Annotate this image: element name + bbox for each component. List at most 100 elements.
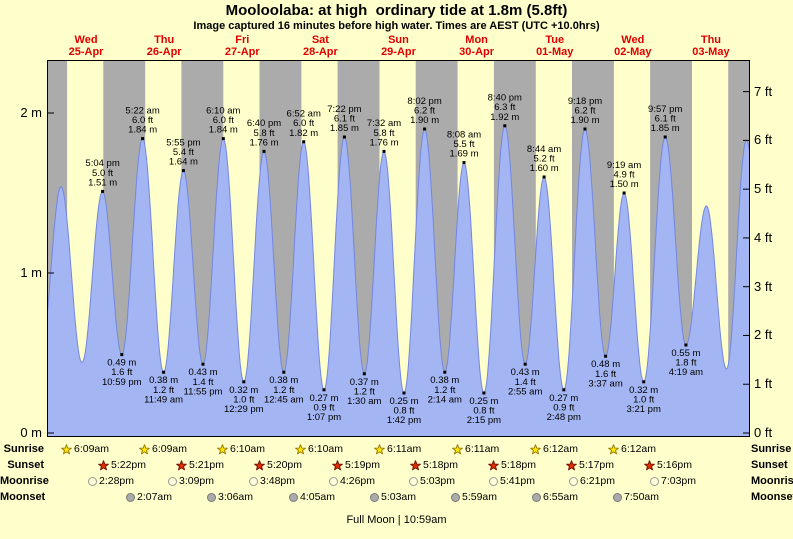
low-tide-label: 1.8 ft	[675, 358, 696, 369]
tide-point	[221, 137, 225, 141]
day-label-line: Thu	[700, 34, 722, 46]
high-tide-label: 6.0 ft	[293, 118, 314, 129]
high-tide-label: 8:44 am	[527, 144, 561, 155]
high-tide-label: 8:40 pm	[488, 93, 522, 104]
astro-row-label-moonset-right: Moonset	[751, 491, 793, 503]
low-tide-label: 1.4 ft	[515, 377, 536, 388]
moonset-icon	[451, 492, 460, 502]
tide-point	[402, 391, 406, 395]
sunrise-time: 6:10am	[230, 443, 266, 455]
high-tide-label: 1.90 m	[410, 115, 439, 126]
y-axis-label-m: 2 m	[20, 105, 42, 120]
low-tide-label: 1:42 pm	[387, 415, 421, 426]
moonrise-icon	[329, 476, 338, 486]
sunrise-event: 6:09am	[61, 442, 109, 456]
page-title: Mooloolaba: at high ordinary tide at 1.8…	[225, 2, 568, 19]
day-label-line: 26-Apr	[146, 46, 182, 58]
low-tide-label: 0.27 m	[309, 393, 338, 404]
low-tide-label: 0.55 m	[671, 348, 700, 359]
tide-point	[262, 149, 266, 153]
y-axis-label-ft: 3 ft	[754, 278, 773, 294]
tide-area	[47, 125, 750, 437]
tide-point	[642, 380, 646, 384]
tide-point	[242, 380, 246, 384]
high-tide-label: 1.60 m	[530, 163, 559, 174]
tide-point	[622, 191, 626, 195]
moonrise-icon	[650, 476, 659, 486]
moonset-event: 5:03am	[370, 490, 416, 504]
high-tide-label: 1.84 m	[209, 125, 238, 136]
low-tide-label: 0.38 m	[430, 375, 459, 386]
moonset-time: 5:03am	[381, 491, 417, 503]
sunset-event: 5:18pm	[488, 458, 536, 472]
day-label-line: Sun	[388, 34, 409, 46]
high-tide-label: 6.2 ft	[414, 105, 435, 116]
high-tide-label: 6.3 ft	[494, 102, 515, 113]
day-label: Wed 02-May	[594, 34, 672, 58]
sunset-star-icon	[410, 459, 421, 470]
day-label-line: 01-May	[536, 46, 574, 58]
low-tide-label: 0.43 m	[511, 367, 540, 378]
day-label: Thu 26-Apr	[125, 34, 203, 58]
low-tide-label: 1:07 pm	[307, 412, 341, 423]
sunset-time: 5:16pm	[657, 459, 693, 471]
moonset-time: 6:55am	[543, 491, 579, 503]
moonset-time: 2:07am	[137, 491, 173, 503]
low-tide-label: 1.4 ft	[192, 377, 213, 388]
sunrise-star-icon	[295, 443, 306, 454]
tide-point	[282, 370, 286, 374]
y-axis-label-ft: 2 ft	[754, 327, 773, 343]
sunrise-time: 6:11am	[465, 443, 500, 455]
high-tide-label: 5.5 ft	[453, 139, 474, 150]
moonrise-time: 2:28pm	[99, 475, 135, 487]
tide-point	[322, 388, 326, 392]
sunrise-star-icon	[530, 443, 541, 454]
sunset-event: 5:20pm	[254, 458, 302, 472]
moonrise-time: 4:26pm	[340, 475, 376, 487]
moonrise-icon	[168, 476, 177, 486]
moonrise-icon	[489, 476, 498, 486]
day-label-line: Fri	[235, 34, 250, 46]
high-tide-label: 6.0 ft	[132, 115, 153, 126]
high-tide-label: 5.8 ft	[373, 128, 394, 139]
high-tide-label: 1.76 m	[369, 137, 398, 148]
high-tide-label: 6:40 pm	[247, 118, 281, 129]
high-tide-label: 5.2 ft	[534, 153, 555, 164]
tide-point	[443, 370, 447, 374]
sunrise-event: 6:12am	[530, 442, 578, 456]
day-label: Fri 27-Apr	[203, 34, 281, 58]
low-tide-label: 12:29 pm	[224, 404, 264, 415]
moonset-icon	[370, 492, 379, 502]
y-axis-label-ft: 0 ft	[754, 425, 773, 440]
moonset-event: 2:07am	[126, 490, 172, 504]
low-tide-label: 11:49 am	[144, 394, 183, 405]
low-tide-label: 1.6 ft	[111, 367, 132, 378]
y-axis-label-m: 0 m	[20, 425, 42, 440]
y-axis-label-m: 1 m	[20, 265, 42, 280]
sunrise-event: 6:11am	[452, 442, 499, 456]
high-tide-label: 5.4 ft	[173, 147, 194, 158]
high-tide-label: 1.82 m	[289, 128, 318, 139]
plot-frame	[47, 60, 750, 437]
low-tide-label: 0.9 ft	[553, 402, 574, 413]
tide-point	[684, 343, 688, 347]
sunrise-star-icon	[139, 443, 150, 454]
high-tide-label: 8:08 am	[447, 129, 481, 140]
sunset-star-icon	[644, 459, 655, 470]
moonrise-event: 2:28pm	[88, 474, 134, 488]
high-tide-label: 9:57 pm	[648, 104, 682, 115]
moonset-time: 3:06am	[218, 491, 254, 503]
y-axis-label-ft: 7 ft	[754, 83, 773, 99]
high-tide-label: 8:02 pm	[407, 96, 441, 107]
high-tide-label: 6.0 ft	[213, 115, 234, 126]
day-label-line: Wed	[621, 34, 645, 46]
astro-row-label-sunset-right: Sunset	[751, 459, 788, 471]
moonrise-event: 3:09pm	[168, 474, 214, 488]
low-tide-label: 2:15 pm	[467, 415, 501, 426]
astro-row-label-sunrise-left: Sunrise	[3, 443, 44, 455]
high-tide-label: 9:19 am	[607, 160, 641, 171]
sunrise-time: 6:09am	[74, 443, 110, 455]
tide-point	[201, 362, 205, 366]
day-label-line: 27-Apr	[224, 46, 260, 58]
